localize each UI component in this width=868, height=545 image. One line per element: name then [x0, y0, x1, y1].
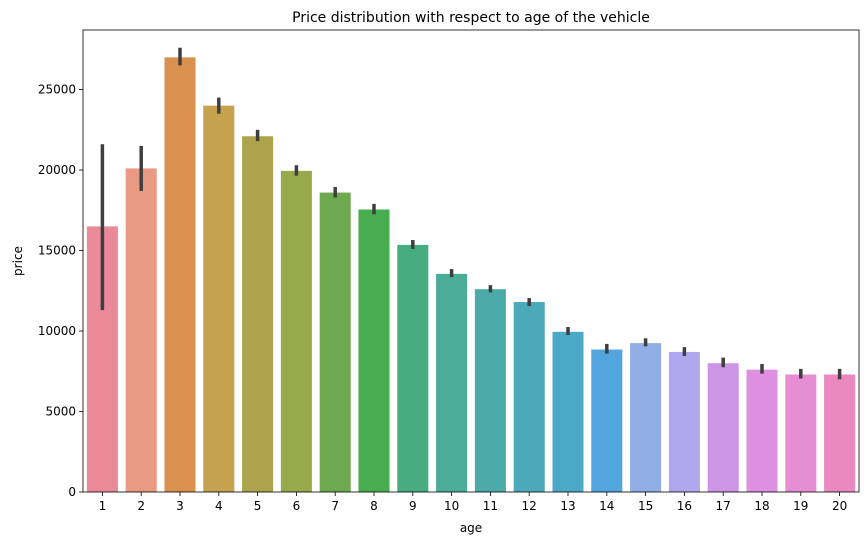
x-tick-label: 2	[137, 499, 145, 513]
x-tick-label: 6	[293, 499, 301, 513]
x-tick-label: 13	[560, 499, 575, 513]
bar-age-10	[436, 273, 468, 492]
x-tick-label: 19	[793, 499, 808, 513]
bars-layer	[86, 57, 856, 493]
y-axis: 0 5000 10000 15000 20000 25000	[38, 83, 83, 499]
bar-age-17	[707, 363, 739, 492]
x-tick-label: 16	[677, 499, 692, 513]
x-tick-label: 17	[716, 499, 731, 513]
bar-age-16	[668, 351, 700, 492]
bar-age-20	[824, 374, 856, 492]
bar-age-9	[397, 244, 429, 492]
bar-age-19	[785, 374, 817, 492]
bar-age-4	[203, 105, 235, 492]
x-tick-label: 9	[409, 499, 417, 513]
x-tick-label: 11	[483, 499, 498, 513]
x-axis-label: age	[460, 521, 482, 535]
bar-age-5	[242, 136, 274, 492]
bar-age-15	[630, 343, 662, 492]
bar-age-2	[125, 168, 157, 492]
plot-frame	[82, 29, 860, 493]
bar-age-6	[280, 170, 312, 493]
bar-age-13	[552, 331, 584, 492]
y-tick-label: 0	[68, 485, 76, 499]
bar-age-8	[358, 209, 390, 493]
x-tick-label: 3	[176, 499, 184, 513]
x-tick-label: 14	[599, 499, 614, 513]
x-axis: 1 2 3 4 5 6 7 8 9 10 11 12 13 14 15 16 17 18 19 20	[99, 492, 847, 513]
x-tick-label: 10	[444, 499, 459, 513]
chart-title: Price distribution with respect to age o…	[292, 10, 650, 26]
bar-age-12	[513, 302, 545, 492]
x-tick-label: 8	[370, 499, 378, 513]
y-tick-label: 5000	[45, 405, 76, 419]
error-bars-layer	[100, 47, 842, 380]
x-tick-label: 18	[754, 499, 769, 513]
bar-age-7	[319, 192, 351, 492]
y-tick-label: 15000	[38, 244, 76, 258]
bar-age-18	[746, 369, 778, 492]
x-tick-label: 4	[215, 499, 223, 513]
bar-age-3	[164, 57, 196, 493]
bar-age-14	[591, 349, 623, 492]
y-tick-label: 20000	[38, 163, 76, 177]
y-axis-label: price	[11, 246, 25, 276]
y-tick-label: 25000	[38, 83, 76, 97]
x-tick-label: 5	[254, 499, 262, 513]
x-tick-label: 12	[522, 499, 537, 513]
bar-age-11	[474, 289, 506, 492]
x-tick-label: 15	[638, 499, 653, 513]
x-tick-label: 7	[331, 499, 339, 513]
y-tick-label: 10000	[38, 324, 76, 338]
x-tick-label: 1	[99, 499, 107, 513]
x-tick-label: 20	[832, 499, 847, 513]
